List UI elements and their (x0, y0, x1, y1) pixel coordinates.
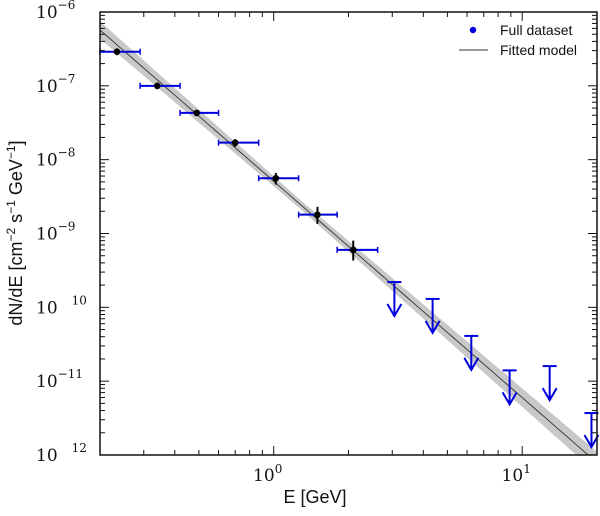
data-marker (193, 109, 201, 117)
x-tick-label: 101 (502, 462, 531, 486)
arrow-down-icon (501, 391, 518, 407)
y-tick-label-base: 10 (36, 298, 58, 318)
data-point-2 (179, 109, 220, 117)
y-tick-label: 10−9 (36, 220, 75, 245)
y-tick-label-base: 10 (36, 225, 58, 245)
y-tick-label-exponent: −11 (58, 367, 83, 381)
y-tick-label-exponent: 10 (72, 293, 87, 307)
data-point-1 (139, 82, 181, 90)
legend-label-full-dataset: Full dataset (500, 22, 572, 38)
y-tick-label-base: 10 (36, 151, 58, 171)
model-line-layer (100, 29, 589, 455)
x-tick-label-exponent: 0 (275, 462, 283, 476)
x-tick-label: 100 (253, 462, 282, 486)
y-tick-label-exponent: −7 (58, 72, 76, 86)
x-axis-label: E [GeV] (283, 487, 346, 507)
data-marker (349, 246, 357, 254)
y-tick-label: 10 10 (36, 293, 87, 318)
y-tick-label: 10−8 (36, 146, 75, 171)
arrow-down-icon (463, 357, 480, 372)
data-point-5 (297, 206, 338, 224)
model-uncertainty-band (100, 21, 597, 455)
x-tick-label-exponent: 1 (523, 462, 531, 476)
y-tick-label-base: 10 (36, 3, 58, 23)
y-tick-label-base: 10 (36, 372, 58, 392)
y-axis-label: dN/dE [cm−2 s−1 GeV−1] (4, 140, 26, 325)
legend-label-fitted-model: Fitted model (500, 42, 577, 58)
upper-limit-3 (501, 369, 518, 407)
y-tick-label-exponent: −6 (58, 0, 76, 12)
y-tick-label-exponent: −9 (58, 220, 76, 234)
data-marker (231, 139, 239, 146)
upper-limit-0 (386, 281, 403, 319)
data-point-4 (257, 172, 300, 185)
arrow-down-icon (583, 434, 600, 450)
data-marker (113, 48, 121, 55)
y-label-part: s (6, 214, 26, 228)
data-marker (153, 82, 161, 90)
upper-limit-1 (424, 297, 441, 335)
arrow-down-icon (424, 320, 441, 335)
data-marker (314, 211, 321, 218)
y-tick-label-base: 10 (36, 446, 58, 466)
data-point-6 (336, 240, 379, 261)
y-label-part: dN/dE [cm (6, 242, 26, 326)
model-band-layer (100, 21, 597, 455)
y-tick-label-exponent: 12 (72, 441, 87, 455)
arrow-down-icon (386, 303, 403, 319)
x-tick-label-base: 10 (502, 466, 524, 486)
y-label-part: ] (6, 140, 26, 145)
y-tick-label: 10 12 (36, 441, 87, 466)
y-tick-label-base: 10 (36, 77, 58, 97)
x-tick-label-base: 10 (253, 466, 275, 486)
upper-limit-2 (463, 334, 480, 372)
model-line (100, 29, 589, 455)
data-layer (99, 48, 600, 450)
data-marker (272, 174, 280, 182)
data-point-3 (217, 139, 260, 147)
y-tick-label: 10−11 (36, 367, 83, 392)
y-label-exponent: −2 (4, 228, 18, 242)
legend: Full dataset Fitted model (459, 22, 577, 58)
y-tick-label: 10−6 (36, 0, 75, 23)
legend-marker-full-dataset (469, 26, 477, 34)
upper-limit-4 (541, 365, 558, 403)
y-tick-label-exponent: −8 (58, 146, 76, 160)
plot-frame (99, 11, 598, 456)
arrow-down-icon (541, 387, 558, 403)
y-label-exponent: −1 (4, 145, 18, 159)
upper-limit-5 (583, 412, 600, 450)
data-point-0 (99, 48, 141, 56)
y-label-part: GeV (6, 159, 26, 200)
y-label-exponent: −1 (4, 200, 18, 214)
y-tick-label: 10−7 (36, 72, 75, 97)
